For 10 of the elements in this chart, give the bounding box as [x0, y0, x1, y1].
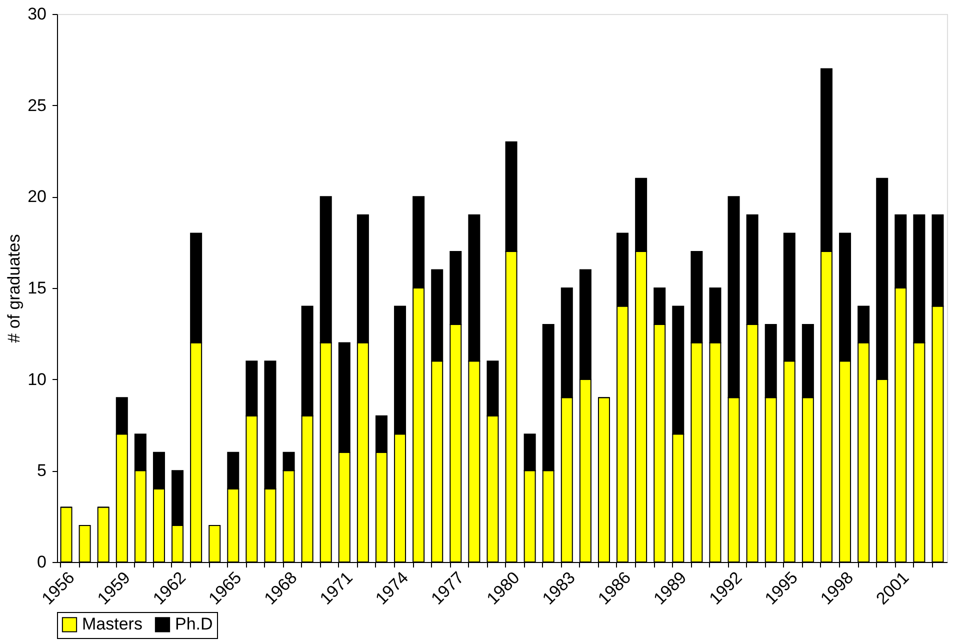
y-tick-label: 5 — [37, 461, 46, 480]
y-tick-label: 20 — [28, 187, 46, 206]
legend-label: Ph.D — [175, 614, 213, 634]
y-tick-label: 10 — [28, 370, 46, 389]
y-tick-label: 30 — [28, 4, 46, 24]
y-tick-label: 15 — [28, 278, 46, 298]
y-tick-label: 25 — [28, 96, 46, 115]
y-axis-title: # of graduates — [4, 234, 24, 343]
legend-label: Masters — [82, 614, 142, 634]
y-tick-label: 0 — [37, 552, 46, 572]
